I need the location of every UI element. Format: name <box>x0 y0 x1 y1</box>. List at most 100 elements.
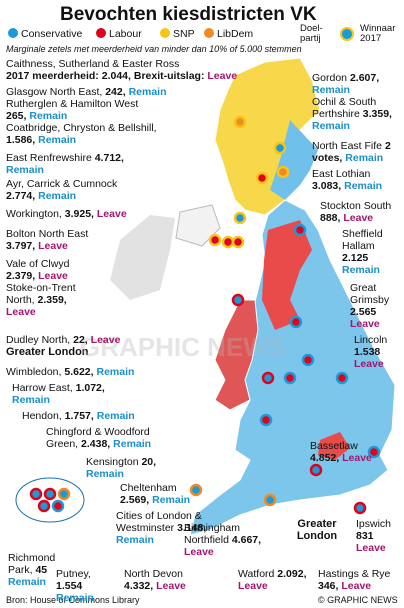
constituency-name: Wimbledon, <box>6 366 62 378</box>
constituency-name: Watford <box>238 568 275 580</box>
constituency-name: Ochil & South Perthshire <box>312 96 377 120</box>
marker <box>289 315 303 329</box>
constituency-name: Hendon, <box>22 410 62 422</box>
constituency-label: Hastings & Rye 346, Leave <box>318 568 398 592</box>
marker <box>263 493 277 507</box>
constituency-name: Richmond Park, <box>8 552 56 576</box>
brexit-result: Leave <box>38 270 68 282</box>
legend-item: Labour <box>96 28 142 40</box>
source: Bron: House of Commons Library <box>6 595 140 605</box>
constituency-name: Harrow East, <box>12 382 73 394</box>
majority: 45 <box>35 564 48 576</box>
key-line: 2017 meerderheid: 2.044, Brexit-uitslag:… <box>6 70 237 82</box>
constituency-name: Vale of Clwyd <box>6 258 70 270</box>
constituency-name: Gordon <box>312 72 348 84</box>
constituency-label: East Lothian 3.083, Remain <box>312 168 402 192</box>
scotland-con <box>270 120 318 200</box>
brexit-result: Leave <box>350 318 380 330</box>
majority: 831 <box>356 530 374 542</box>
constituency-label: Workington, 3.925, Leave <box>6 208 136 220</box>
brexit-result: Remain <box>29 110 68 122</box>
brexit-result: Leave <box>356 542 386 554</box>
constituency-label: Dudley North, 22, Leave <box>6 334 146 346</box>
marker <box>208 233 222 247</box>
majority: 2.569, <box>120 494 150 506</box>
majority: 2.565 <box>350 306 377 318</box>
legend-target: Doel-partij <box>300 23 323 44</box>
constituency-name: Dudley North, <box>6 334 71 346</box>
brexit-result: Leave <box>96 208 127 220</box>
constituency-label: Birmingham Northfield 4.667, Leave <box>184 522 264 558</box>
brexit-result: Leave <box>354 358 384 370</box>
majority: 2.774, <box>6 190 36 202</box>
marker <box>353 501 367 515</box>
majority: 1.586, <box>6 134 36 146</box>
legend-swatch <box>204 28 214 38</box>
brexit-result: Leave <box>90 334 121 346</box>
constituency-name: Ipswich <box>356 518 392 530</box>
legend-item: Conservative <box>8 28 82 40</box>
brexit-result: Remain <box>342 264 380 276</box>
constituency-label: Glasgow North East, 242, Remain <box>6 86 206 98</box>
constituency-label: Cities of London & Westminster 3.148, Re… <box>116 510 211 546</box>
brexit-result: Remain <box>8 576 46 588</box>
legend-swatch <box>160 28 170 38</box>
constituency-name: Glasgow North East, <box>6 86 103 98</box>
constituency-name: Coatbridge, Chryston & Bellshill, <box>6 122 157 134</box>
majority: 4.667, <box>231 534 262 546</box>
legend-item: LibDem <box>204 28 253 40</box>
constituency-label: Rutherglen & Hamilton West 265, Remain <box>6 98 156 122</box>
brexit-result: Remain <box>152 494 191 506</box>
majority: 4.712, <box>94 152 124 164</box>
legend-label: SNP <box>173 28 195 40</box>
constituency-name: Workington, <box>6 208 62 220</box>
labour-north <box>262 220 312 330</box>
majority: 2.092, <box>277 568 307 580</box>
marker <box>233 115 247 129</box>
constituency-name: East Lothian <box>312 168 371 180</box>
constituency-name: North Devon <box>124 568 183 580</box>
majority: 2.607, <box>349 72 380 84</box>
constituency-name: Ayr, Carrick & Cumnock <box>6 178 118 190</box>
majority: 242, <box>105 86 126 98</box>
majority: 346, <box>318 580 339 592</box>
constituency-name: Cities of London & Westminster <box>116 510 202 534</box>
majority: 3.797, <box>6 240 36 252</box>
marker <box>221 235 235 249</box>
constituency-label: North East Fife 2 votes, Remain <box>312 140 402 164</box>
constituency-name: Hastings & Rye <box>318 568 391 580</box>
constituency-label: Watford 2.092, Leave <box>238 568 308 592</box>
brexit-result: Remain <box>113 438 152 450</box>
brexit-result: Leave <box>156 580 186 592</box>
watermark: GRAPHIC NEWS <box>80 332 286 362</box>
brexit-result: Leave <box>343 212 374 224</box>
constituency-label: Richmond Park, 45 Remain <box>8 552 58 588</box>
constituency-name: Putney, <box>56 568 91 580</box>
constituency-label: Sheffield Hallam 2.125 Remain <box>342 228 402 276</box>
brexit-result: Remain <box>344 180 383 192</box>
majority: 1.072, <box>75 382 105 394</box>
constituency-label: Ochil & South Perthshire 3.359, Remain <box>312 96 402 132</box>
legend-swatch <box>8 28 18 38</box>
marker <box>43 487 57 501</box>
constituency-label: Bolton North East 3.797, Leave <box>6 228 116 252</box>
marker <box>29 487 43 501</box>
key: Caithness, Sutherland & Easter Ross 2017… <box>6 58 237 82</box>
legend-target-icon <box>340 27 354 41</box>
brexit-result: Remain <box>6 164 44 176</box>
marker <box>367 445 381 459</box>
majority: 3.359, <box>362 108 392 120</box>
marker <box>301 353 315 367</box>
majority: 888, <box>320 212 341 224</box>
constituency-label: Gordon 2.607, Remain <box>312 72 402 96</box>
constituency-label: Ipswich 831 Leave <box>356 518 402 554</box>
brexit-result: Leave <box>38 240 68 252</box>
constituency-label: Lincoln 1.538 Leave <box>354 334 400 370</box>
constituency-label: Vale of Clwyd 2.379, Leave <box>6 258 96 282</box>
marker <box>231 293 245 307</box>
ireland <box>110 215 175 300</box>
brexit-result: Remain <box>128 86 167 98</box>
legend-label: Labour <box>109 28 142 40</box>
majority: 1.757, <box>64 410 94 422</box>
constituency-name: Lincoln <box>354 334 388 346</box>
